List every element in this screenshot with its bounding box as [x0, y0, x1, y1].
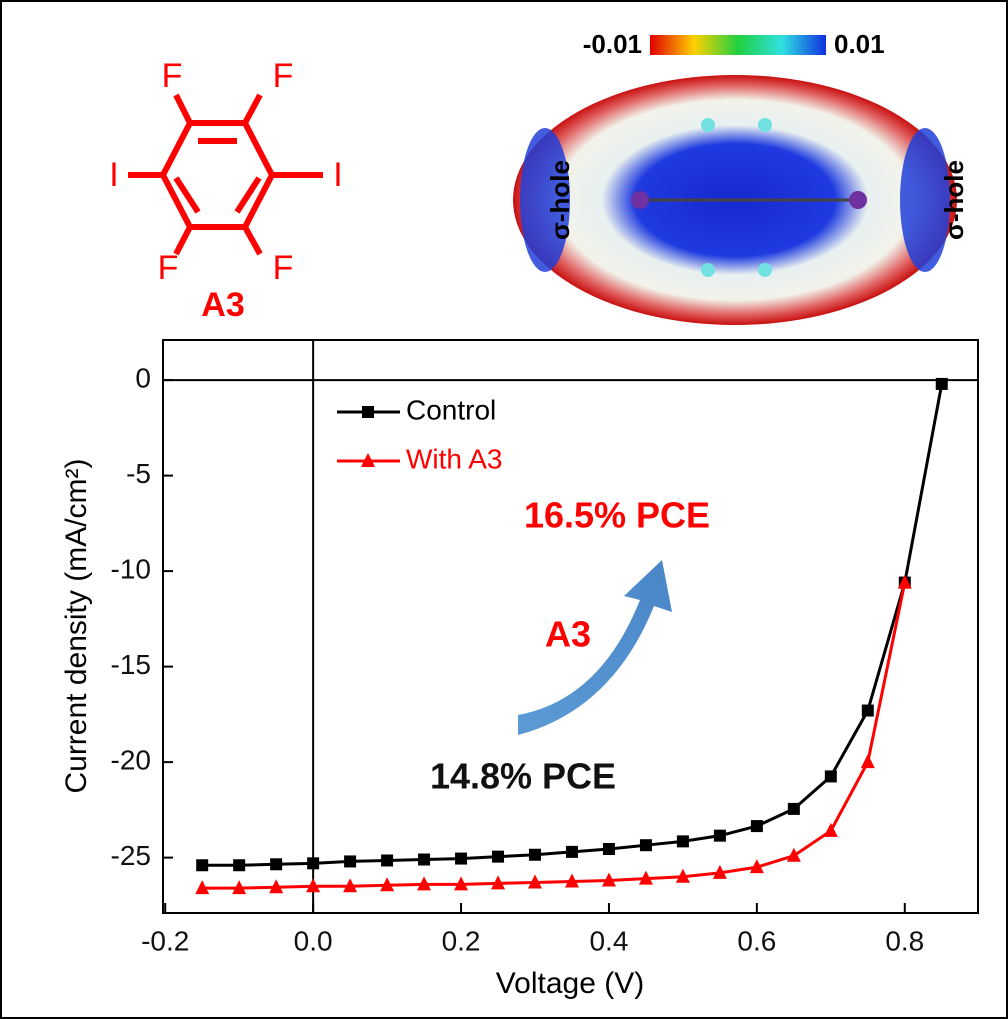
x-tick-label: 0.4	[589, 925, 628, 956]
marker	[601, 872, 616, 887]
marker	[491, 875, 506, 890]
marker	[344, 855, 357, 868]
marker	[639, 839, 652, 852]
atom-label: F	[162, 57, 183, 95]
y-tick-label: -5	[126, 458, 151, 489]
series-line	[202, 582, 907, 890]
marker	[564, 873, 579, 888]
atom-label: I	[109, 156, 118, 194]
marker	[786, 847, 801, 862]
marker	[269, 879, 284, 894]
marker	[529, 848, 542, 861]
marker	[492, 850, 505, 863]
marker	[270, 858, 283, 871]
marker	[787, 802, 800, 815]
y-axis-label: Current density (mA/cm²)	[60, 458, 93, 793]
marker	[196, 859, 209, 872]
marker	[381, 854, 394, 867]
annotation: 16.5% PCE	[524, 495, 710, 536]
y-tick-label: -20	[111, 745, 151, 776]
sigma-hole-label: σ-hole	[939, 160, 969, 240]
annotation: 14.8% PCE	[430, 756, 616, 797]
marker	[713, 829, 726, 842]
marker	[362, 406, 374, 418]
improvement-arrow	[518, 560, 672, 735]
marker	[638, 870, 653, 885]
legend-label: Control	[406, 394, 496, 425]
marker	[935, 377, 948, 390]
sigma-hole-label: σ-hole	[545, 160, 575, 240]
marker	[897, 574, 912, 589]
atom-label: F	[158, 249, 179, 287]
molecule-structure	[128, 93, 323, 256]
x-tick-label: 0.2	[442, 925, 481, 956]
marker	[861, 704, 874, 717]
y-tick-label: 0	[135, 363, 151, 394]
marker	[749, 859, 764, 874]
marker	[824, 770, 837, 783]
marker	[823, 822, 838, 837]
marker	[306, 878, 321, 893]
x-axis-label: Voltage (V)	[496, 967, 644, 1000]
marker	[417, 876, 432, 891]
marker	[361, 453, 375, 467]
atom-label: F	[273, 249, 294, 287]
x-tick-label: 0.0	[294, 925, 333, 956]
marker	[343, 878, 358, 893]
marker	[380, 877, 395, 892]
marker	[528, 874, 543, 889]
marker	[307, 857, 320, 870]
x-tick-label: 0.6	[737, 925, 776, 956]
molecule-label: A3	[201, 286, 244, 324]
x-tick-label: -0.2	[141, 925, 189, 956]
color-bar-label: 0.01	[834, 29, 885, 59]
color-bar-label: -0.01	[583, 29, 642, 59]
atom-label: F	[273, 57, 294, 95]
marker	[455, 852, 468, 865]
marker	[232, 880, 247, 895]
annotation: A3	[545, 614, 591, 655]
marker	[233, 859, 246, 872]
marker	[195, 880, 210, 895]
x-tick-label: 0.8	[885, 925, 924, 956]
legend-label: With A3	[406, 443, 502, 474]
marker	[712, 864, 727, 879]
marker	[602, 843, 615, 856]
atom-label: I	[333, 156, 342, 194]
marker	[675, 868, 690, 883]
marker	[454, 876, 469, 891]
marker	[860, 754, 875, 769]
color-bar	[650, 35, 826, 55]
marker	[750, 820, 763, 833]
plot-frame	[162, 339, 979, 914]
y-tick-label: -25	[111, 840, 151, 871]
marker	[418, 853, 431, 866]
y-tick-label: -10	[111, 554, 151, 585]
y-tick-label: -15	[111, 649, 151, 680]
esp-surface	[513, 75, 957, 325]
marker	[565, 845, 578, 858]
marker	[676, 835, 689, 848]
